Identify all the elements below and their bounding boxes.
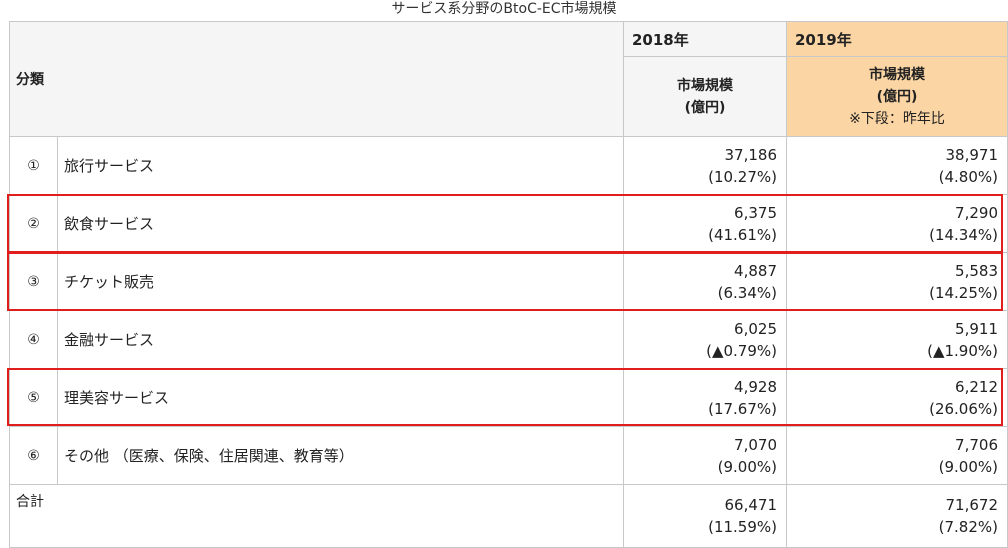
ratio-2019: (▲1.90%) <box>927 341 998 360</box>
cell-2019: 7,706 (9.00%) <box>786 426 1008 485</box>
cell-2018: 37,186 (10.27%) <box>623 136 787 195</box>
ratio-2018: (41.61%) <box>708 225 777 244</box>
value-2018: 4,928 <box>734 377 777 396</box>
row-number: ⑥ <box>9 426 58 485</box>
cell-2019: 5,911 (▲1.90%) <box>786 310 1008 369</box>
table-row: ③ チケット販売 4,887 (6.34%) 5,583 (14.25%) <box>9 252 1008 311</box>
total-ratio-2019: (7.82%) <box>938 518 998 536</box>
row-category-name: その他 （医療、保険、住居関連、教育等） <box>57 426 624 485</box>
header-market-size-label: 市場規模 <box>869 66 925 83</box>
market-size-table: 分類 2018年 2019年 市場規模 (億円) 市場規模 (億円) ※下段：昨… <box>9 21 1008 548</box>
row-category-name: 旅行サービス <box>57 136 624 195</box>
value-2018: 4,887 <box>734 261 777 280</box>
header-market-size-2018: 市場規模 (億円) <box>623 56 787 137</box>
cell-2019: 38,971 (4.80%) <box>786 136 1008 195</box>
cell-2018: 4,887 (6.34%) <box>623 252 787 311</box>
total-cell-2019: 71,672 (7.82%) <box>786 484 1008 548</box>
ratio-2018: (6.34%) <box>717 283 777 302</box>
cell-2018: 6,375 (41.61%) <box>623 194 787 253</box>
header-unit-label: (億円) <box>684 99 726 116</box>
value-2019: 6,212 <box>955 377 998 396</box>
total-value-2019: 71,672 <box>945 496 999 514</box>
cell-2018: 7,070 (9.00%) <box>623 426 787 485</box>
header-year-2019: 2019年 <box>786 21 1008 57</box>
total-label: 合計 <box>9 484 624 548</box>
row-number: ③ <box>9 252 58 311</box>
row-category-name: チケット販売 <box>57 252 624 311</box>
ratio-2018: (10.27%) <box>708 167 777 186</box>
ratio-2019: (26.06%) <box>929 399 998 418</box>
value-2018: 6,025 <box>734 319 777 338</box>
cell-2018: 4,928 (17.67%) <box>623 368 787 427</box>
cell-2018: 6,025 (▲0.79%) <box>623 310 787 369</box>
row-number: ② <box>9 194 58 253</box>
table-row: ⑥ その他 （医療、保険、住居関連、教育等） 7,070 (9.00%) 7,70… <box>9 426 1008 485</box>
ratio-2019: (14.25%) <box>929 283 998 302</box>
cell-2019: 6,212 (26.06%) <box>786 368 1008 427</box>
total-value-2018: 66,471 <box>724 496 778 514</box>
total-ratio-2018: (11.59%) <box>708 518 777 536</box>
header-category: 分類 <box>9 21 624 137</box>
total-cell-2018: 66,471 (11.59%) <box>623 484 787 548</box>
row-number: ⑤ <box>9 368 58 427</box>
header-year-2018: 2018年 <box>623 21 787 57</box>
value-2018: 6,375 <box>734 203 777 222</box>
ratio-2018: (▲0.79%) <box>706 341 777 360</box>
ratio-2019: (9.00%) <box>938 457 998 476</box>
table-row: ④ 金融サービス 6,025 (▲0.79%) 5,911 (▲1.90%) <box>9 310 1008 369</box>
row-number: ① <box>9 136 58 195</box>
row-category-name: 理美容サービス <box>57 368 624 427</box>
header-note: ※下段：昨年比 <box>849 110 945 127</box>
table-row: ① 旅行サービス 37,186 (10.27%) 38,971 (4.80%) <box>9 136 1008 195</box>
value-2019: 5,583 <box>955 261 998 280</box>
value-2019: 5,911 <box>955 319 998 338</box>
ratio-2019: (14.34%) <box>929 225 998 244</box>
value-2018: 37,186 <box>724 145 778 164</box>
table-caption: サービス系分野のBtoC-EC市場規模 <box>391 1 617 17</box>
ratio-2018: (17.67%) <box>708 399 777 418</box>
table-row: ② 飲食サービス 6,375 (41.61%) 7,290 (14.34%) <box>9 194 1008 253</box>
value-2019: 7,290 <box>955 203 998 222</box>
value-2019: 38,971 <box>945 145 999 164</box>
value-2019: 7,706 <box>955 435 998 454</box>
ratio-2019: (4.80%) <box>938 167 998 186</box>
cell-2019: 5,583 (14.25%) <box>786 252 1008 311</box>
row-number: ④ <box>9 310 58 369</box>
ratio-2018: (9.00%) <box>717 457 777 476</box>
table-row: ⑤ 理美容サービス 4,928 (17.67%) 6,212 (26.06%) <box>9 368 1008 427</box>
cell-2019: 7,290 (14.34%) <box>786 194 1008 253</box>
header-market-size-2019: 市場規模 (億円) ※下段：昨年比 <box>786 56 1008 137</box>
value-2018: 7,070 <box>734 435 777 454</box>
total-row: 合計 66,471 (11.59%) 71,672 (7.82%) <box>9 484 1008 548</box>
header-unit-label: (億円) <box>876 88 918 105</box>
row-category-name: 金融サービス <box>57 310 624 369</box>
row-category-name: 飲食サービス <box>57 194 624 253</box>
header-market-size-label: 市場規模 <box>677 77 733 94</box>
